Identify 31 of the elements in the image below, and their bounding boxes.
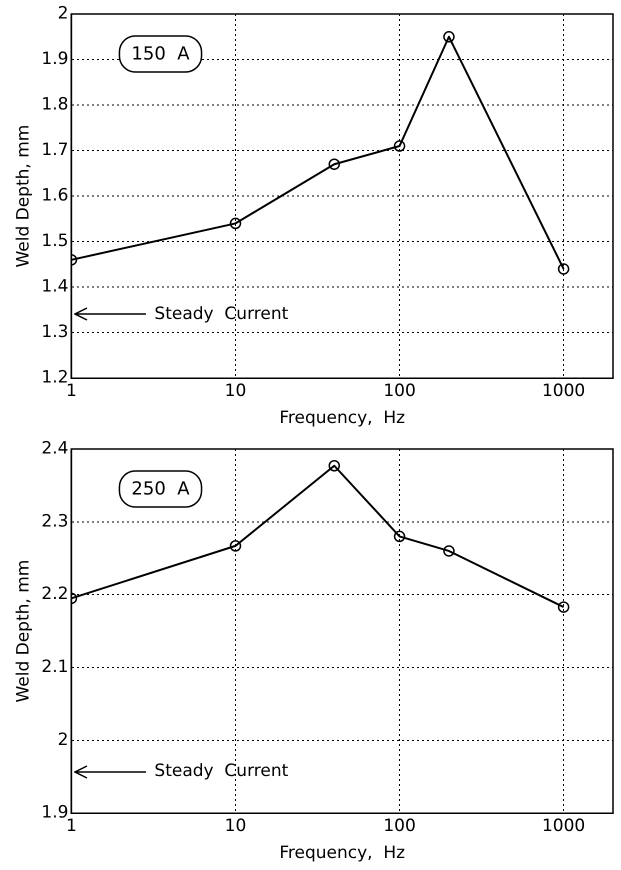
- x-tick-label: 1: [66, 816, 77, 836]
- y-tick-label: 1.5: [41, 231, 68, 252]
- x-tick-label: 100: [383, 816, 416, 836]
- y-axis-title: Weld Depth, mm: [14, 560, 34, 703]
- x-tick-label: 1000: [542, 816, 586, 836]
- y-tick-label: 1.4: [41, 276, 68, 297]
- y-axis-title: Weld Depth, mm: [14, 124, 34, 268]
- x-tick-label: 1000: [542, 380, 586, 401]
- x-tick-label: 10: [224, 380, 246, 401]
- y-tick-label: 2.2: [41, 584, 68, 604]
- y-tick-label: 1.9: [41, 48, 68, 69]
- y-tick-label: 1.6: [41, 186, 68, 206]
- x-tick-label: 1: [66, 380, 77, 401]
- annotation: 150 A: [131, 44, 190, 65]
- y-tick-label: 1.3: [41, 322, 68, 342]
- ref-line-label: Steady Current: [154, 761, 289, 782]
- annotation: 250 A: [131, 478, 190, 500]
- x-axis-title: Frequency, Hz: [279, 843, 406, 864]
- y-tick-label: 1.2: [41, 368, 68, 388]
- y-tick-label: 2.4: [41, 438, 68, 458]
- y-tick-label: 1.7: [41, 140, 68, 160]
- y-tick-label: 2: [58, 730, 68, 750]
- y-tick-label: 2: [58, 3, 68, 24]
- x-tick-label: 100: [383, 380, 416, 401]
- y-tick-label: 1.9: [41, 802, 68, 823]
- y-tick-label: 2.3: [41, 511, 68, 532]
- x-axis-title: Frequency, Hz: [279, 408, 406, 428]
- y-tick-label: 1.8: [41, 94, 68, 114]
- ref-line-label: Steady Current: [154, 304, 289, 324]
- y-tick-label: 2.1: [41, 656, 68, 677]
- x-tick-label: 10: [224, 816, 246, 836]
